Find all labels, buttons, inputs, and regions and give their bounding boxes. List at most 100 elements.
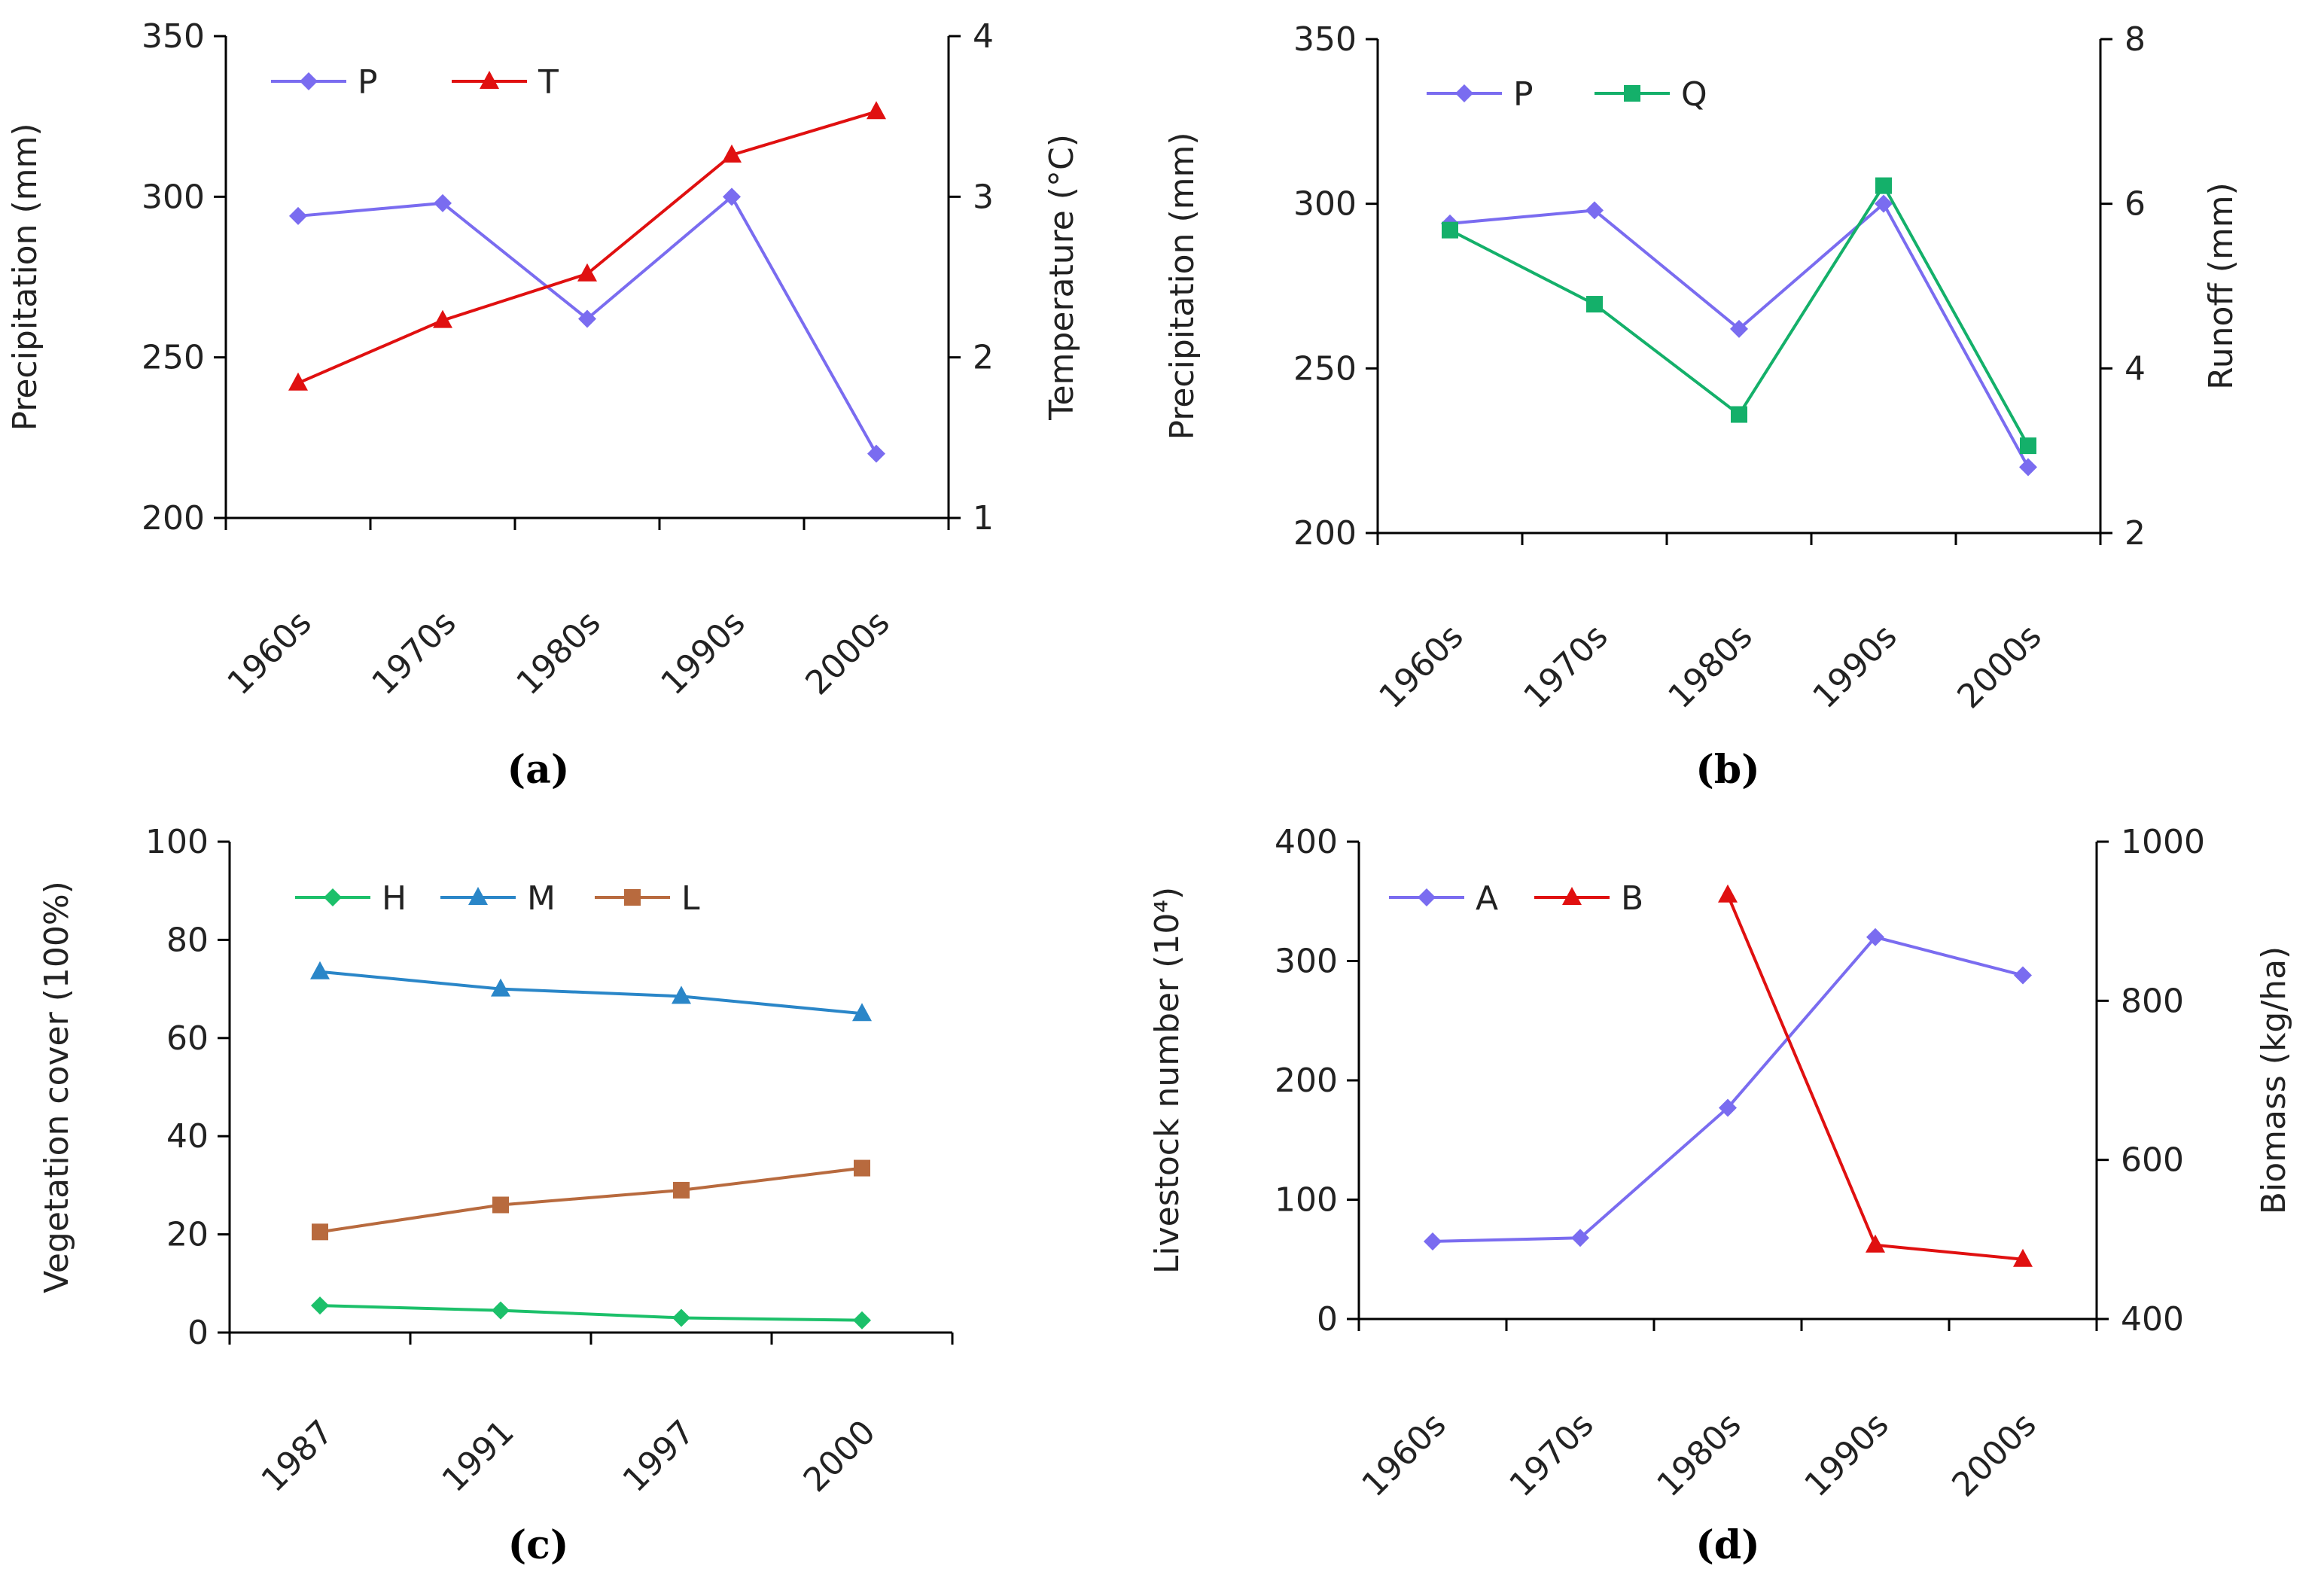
series-line xyxy=(1726,894,2024,1261)
legend-entry: L xyxy=(595,879,700,918)
x-tick-label: 1991 xyxy=(435,1413,522,1500)
data-point-square xyxy=(1875,177,1892,194)
data-point-square xyxy=(1731,406,1747,423)
legend-label: B xyxy=(1621,879,1643,918)
data-point-triangle xyxy=(577,263,597,282)
data-point-diamond xyxy=(311,1296,329,1315)
series-line xyxy=(319,1304,863,1322)
legend-entry: T xyxy=(452,63,559,102)
legend-label: M xyxy=(527,879,556,918)
data-point-diamond xyxy=(1455,84,1473,102)
x-tick-label: 1990s xyxy=(1797,1406,1896,1504)
data-point-diamond xyxy=(1585,201,1604,220)
data-point-triangle xyxy=(867,101,886,120)
y-tick-label-right: 4 xyxy=(2124,349,2146,388)
data-point-square xyxy=(673,1181,690,1199)
x-tick-label: 1980s xyxy=(1661,617,1759,716)
y-tick-label-left: 250 xyxy=(142,339,205,377)
data-point-diamond xyxy=(2014,966,2032,985)
data-point-diamond xyxy=(289,206,307,225)
y-axis-title-left: Precipitation (mm) xyxy=(6,123,44,431)
panel-label: (b) xyxy=(1695,747,1760,793)
legend-label: Q xyxy=(1681,75,1707,114)
y-tick-label-right: 2 xyxy=(2124,514,2146,553)
data-point-square xyxy=(1586,296,1603,313)
series-M xyxy=(310,961,872,1022)
y-tick-label-left: 0 xyxy=(1317,1300,1338,1339)
data-point-triangle xyxy=(480,71,499,89)
data-point-square xyxy=(492,1196,509,1214)
series-L xyxy=(312,1159,870,1241)
x-tick-label: 2000 xyxy=(796,1413,883,1500)
y-axis-title-right: Runoff (mm) xyxy=(2202,182,2240,390)
legend-entry: A xyxy=(1389,879,1498,918)
y-axis-title-right: Biomass (kg/ha) xyxy=(2255,946,2293,1214)
data-point-diamond xyxy=(578,309,596,328)
data-point-square xyxy=(2020,437,2036,455)
legend-label: T xyxy=(538,63,559,102)
data-point-triangle xyxy=(852,1003,872,1022)
data-point-square xyxy=(312,1223,328,1241)
data-point-triangle xyxy=(433,309,452,328)
y-tick-label-left: 100 xyxy=(1275,1181,1338,1220)
series-A xyxy=(1424,928,2032,1250)
y-tick-label-left: 200 xyxy=(1275,1062,1338,1100)
series-Q xyxy=(1442,177,2036,455)
data-point-diamond xyxy=(2019,458,2037,477)
legend-label: L xyxy=(681,879,700,918)
series-line xyxy=(297,110,877,385)
x-tick-label: 1970s xyxy=(364,604,463,702)
y-tick-label-left: 100 xyxy=(145,823,209,861)
legend-entry: P xyxy=(1427,75,1534,114)
y-tick-label-right: 600 xyxy=(2121,1141,2184,1180)
x-tick-label: 1960s xyxy=(1354,1406,1453,1504)
series-B xyxy=(1718,884,2033,1267)
data-point-diamond xyxy=(434,193,452,212)
x-tick-label: 1960s xyxy=(220,604,318,702)
data-point-diamond xyxy=(300,72,318,90)
y-tick-label-right: 4 xyxy=(973,17,994,56)
x-tick-label: 1997 xyxy=(616,1413,702,1500)
panel-label: (d) xyxy=(1695,1522,1760,1568)
data-point-triangle xyxy=(2013,1248,2033,1267)
data-point-diamond xyxy=(1866,928,1884,946)
y-tick-label-left: 300 xyxy=(1293,185,1357,224)
y-tick-label-left: 0 xyxy=(187,1314,209,1352)
legend-entry: B xyxy=(1534,879,1643,918)
data-point-diamond xyxy=(853,1311,871,1330)
legend-entry: H xyxy=(295,879,407,918)
y-tick-label-left: 200 xyxy=(1293,514,1357,553)
y-tick-label-left: 40 xyxy=(166,1117,209,1156)
data-point-diamond xyxy=(723,187,741,206)
y-tick-label-left: 80 xyxy=(166,921,209,959)
data-point-diamond xyxy=(492,1301,510,1320)
y-tick-label-right: 1000 xyxy=(2121,823,2205,861)
y-axis-title-right: Temperature (°C) xyxy=(1043,134,1081,421)
y-axis-title-left: Livestock number (10⁴) xyxy=(1148,887,1186,1274)
data-point-triangle xyxy=(468,887,488,905)
data-point-square xyxy=(1624,85,1640,102)
series-T xyxy=(288,101,886,391)
panel-label: (a) xyxy=(507,747,570,793)
y-axis-title-left: Vegetation cover (100%) xyxy=(38,881,76,1293)
y-tick-label-left: 250 xyxy=(1293,349,1357,388)
x-tick-label: 1990s xyxy=(1805,617,1904,716)
legend-label: P xyxy=(1513,75,1534,114)
data-point-triangle xyxy=(491,978,510,997)
chart-panel: 200 250 300 350 2 4 6 8 1960s 1970s 1980s 1990s 2000… xyxy=(1163,20,2240,793)
x-tick-label: 1960s xyxy=(1372,617,1470,716)
y-tick-label-right: 800 xyxy=(2121,982,2184,1020)
data-point-triangle xyxy=(310,961,330,979)
series-line xyxy=(1432,935,2024,1243)
y-tick-label-right: 400 xyxy=(2121,1300,2184,1339)
data-point-diamond xyxy=(1418,888,1436,906)
x-tick-label: 1987 xyxy=(254,1413,341,1500)
x-tick-label: 1980s xyxy=(509,604,608,702)
chart-panel: 200 250 300 350 1 2 3 4 1960s 1970s 1980s 1990s 2000… xyxy=(6,17,1081,793)
x-tick-label: 2000s xyxy=(1945,1406,2043,1504)
series-P xyxy=(289,187,885,463)
data-point-square xyxy=(624,889,641,906)
data-point-triangle xyxy=(1866,1234,1885,1253)
data-point-diamond xyxy=(672,1308,690,1327)
